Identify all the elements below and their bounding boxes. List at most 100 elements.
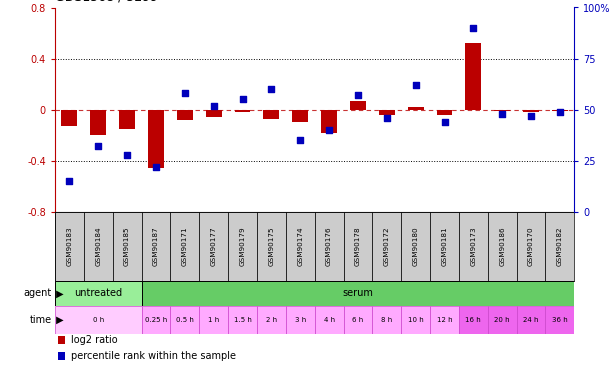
Point bbox=[295, 137, 305, 143]
Text: 20 h: 20 h bbox=[494, 316, 510, 322]
Text: ▶: ▶ bbox=[53, 288, 63, 298]
Text: 8 h: 8 h bbox=[381, 316, 392, 322]
Bar bbox=[401, 212, 430, 281]
Text: GSM90185: GSM90185 bbox=[124, 227, 130, 266]
Point bbox=[93, 144, 103, 150]
Bar bbox=[142, 281, 574, 306]
Text: GSM90170: GSM90170 bbox=[528, 227, 534, 266]
Bar bbox=[459, 306, 488, 334]
Bar bbox=[257, 306, 286, 334]
Bar bbox=[546, 306, 574, 334]
Bar bbox=[206, 110, 222, 117]
Point bbox=[439, 119, 449, 125]
Point bbox=[469, 25, 478, 31]
Bar bbox=[170, 306, 199, 334]
Text: 0.5 h: 0.5 h bbox=[176, 316, 194, 322]
Bar bbox=[119, 110, 135, 129]
Bar bbox=[55, 212, 84, 281]
Bar bbox=[321, 110, 337, 133]
Text: 0.25 h: 0.25 h bbox=[145, 316, 167, 322]
Text: log2 ratio: log2 ratio bbox=[70, 335, 117, 345]
Text: percentile rank within the sample: percentile rank within the sample bbox=[70, 351, 236, 361]
Bar bbox=[517, 306, 546, 334]
Text: 10 h: 10 h bbox=[408, 316, 423, 322]
Text: GSM90172: GSM90172 bbox=[384, 227, 390, 266]
Bar bbox=[286, 306, 315, 334]
Bar bbox=[142, 306, 170, 334]
Text: GSM90176: GSM90176 bbox=[326, 227, 332, 266]
Bar bbox=[546, 212, 574, 281]
Bar bbox=[315, 212, 343, 281]
Point bbox=[238, 96, 247, 102]
Text: untreated: untreated bbox=[74, 288, 122, 298]
Bar bbox=[286, 212, 315, 281]
Point bbox=[266, 86, 276, 92]
Point bbox=[526, 113, 536, 119]
Point bbox=[353, 92, 363, 98]
Bar bbox=[552, 110, 568, 111]
Point bbox=[209, 103, 219, 109]
Bar bbox=[517, 212, 546, 281]
Bar bbox=[235, 110, 251, 112]
Text: GSM90183: GSM90183 bbox=[67, 227, 73, 266]
Bar bbox=[350, 101, 366, 109]
Text: agent: agent bbox=[24, 288, 52, 298]
Point bbox=[151, 164, 161, 170]
Text: GSM90186: GSM90186 bbox=[499, 227, 505, 266]
Bar bbox=[62, 110, 78, 126]
Bar bbox=[57, 336, 65, 344]
Bar bbox=[459, 212, 488, 281]
Bar bbox=[90, 110, 106, 135]
Bar bbox=[148, 110, 164, 168]
Text: 24 h: 24 h bbox=[523, 316, 539, 322]
Text: GSM90187: GSM90187 bbox=[153, 227, 159, 266]
Text: 0 h: 0 h bbox=[93, 316, 104, 322]
Text: 3 h: 3 h bbox=[295, 316, 306, 322]
Text: GSM90175: GSM90175 bbox=[268, 227, 274, 266]
Text: ▶: ▶ bbox=[53, 315, 63, 325]
Text: 12 h: 12 h bbox=[437, 316, 452, 322]
Text: GSM90180: GSM90180 bbox=[412, 227, 419, 266]
Bar bbox=[112, 212, 142, 281]
Bar bbox=[55, 281, 142, 306]
Bar bbox=[257, 212, 286, 281]
Text: 4 h: 4 h bbox=[324, 316, 335, 322]
Point bbox=[382, 115, 392, 121]
Bar bbox=[142, 212, 170, 281]
Text: GDS1568 / 5299: GDS1568 / 5299 bbox=[55, 0, 158, 4]
Bar bbox=[57, 352, 65, 360]
Point bbox=[65, 178, 75, 184]
Bar bbox=[430, 306, 459, 334]
Text: GSM90173: GSM90173 bbox=[470, 227, 477, 266]
Bar bbox=[343, 212, 372, 281]
Bar bbox=[315, 306, 343, 334]
Text: 2 h: 2 h bbox=[266, 316, 277, 322]
Bar bbox=[343, 306, 372, 334]
Bar bbox=[466, 43, 481, 110]
Point bbox=[122, 152, 132, 157]
Bar bbox=[379, 110, 395, 115]
Bar bbox=[199, 306, 228, 334]
Point bbox=[180, 90, 189, 96]
Text: 1.5 h: 1.5 h bbox=[233, 316, 252, 322]
Bar bbox=[437, 110, 452, 115]
Bar bbox=[372, 212, 401, 281]
Text: GSM90177: GSM90177 bbox=[211, 227, 217, 266]
Bar bbox=[228, 306, 257, 334]
Text: 16 h: 16 h bbox=[466, 316, 481, 322]
Bar bbox=[430, 212, 459, 281]
Point bbox=[324, 127, 334, 133]
Point bbox=[555, 109, 565, 115]
Text: GSM90178: GSM90178 bbox=[355, 227, 361, 266]
Bar bbox=[488, 212, 517, 281]
Bar bbox=[228, 212, 257, 281]
Bar bbox=[488, 306, 517, 334]
Point bbox=[411, 82, 420, 88]
Text: GSM90182: GSM90182 bbox=[557, 227, 563, 266]
Bar bbox=[84, 212, 112, 281]
Bar bbox=[177, 110, 192, 120]
Bar bbox=[372, 306, 401, 334]
Text: GSM90171: GSM90171 bbox=[182, 227, 188, 266]
Bar bbox=[523, 110, 539, 112]
Bar bbox=[408, 107, 423, 109]
